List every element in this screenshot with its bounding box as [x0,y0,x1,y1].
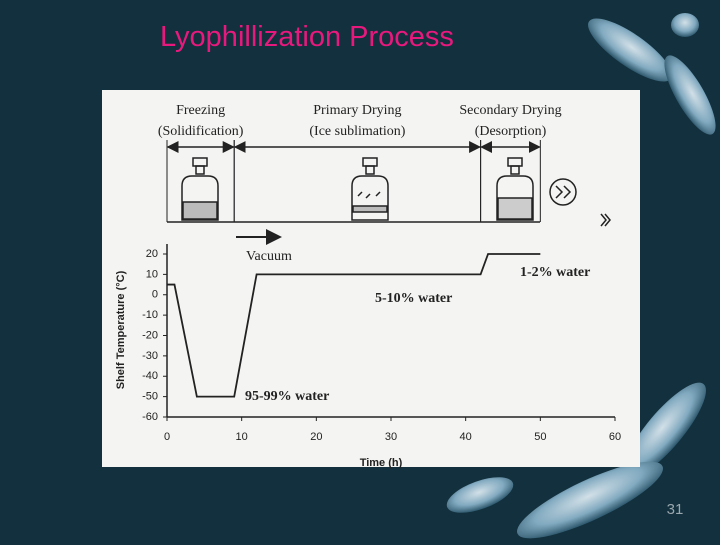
background-bacteria [446,13,716,539]
phase-label: Secondary Drying [459,103,561,118]
phase-sublabel: (Desorption) [475,124,547,139]
page-number: 31 [667,501,684,518]
slide-title: Lyophillization Process [160,21,454,53]
y-axis-label: Shelf Temperature (°C) [115,270,127,389]
annotation: 95-99% water [245,389,329,404]
x-tick-label: 50 [534,431,546,443]
phase-sublabel: (Ice sublimation) [309,124,405,139]
x-tick-label: 40 [460,431,472,443]
x-tick-label: 10 [236,431,248,443]
annotation: Vacuum [246,249,292,264]
annotation: 5-10% water [375,291,452,306]
phase-label: Freezing [176,103,225,118]
y-tick-label: -20 [142,329,158,341]
annotation: 1-2% water [520,265,590,280]
y-tick-label: -40 [142,370,158,382]
y-tick-label: -60 [142,411,158,423]
y-tick-label: -50 [142,391,158,403]
x-tick-label: 0 [164,431,170,443]
y-tick-label: 20 [146,248,158,260]
phase-label: Primary Drying [313,103,401,118]
y-tick-label: 0 [152,289,158,301]
x-tick-label: 30 [385,431,397,443]
x-axis-label: Time (h) [360,457,403,469]
chart: -60 -50 -40 -30 -20 -10 0 10 20 0 10 20 30 40 50 60 Time… [115,103,621,469]
x-tick-label: 60 [609,431,621,443]
temperature-line [167,253,541,398]
x-tick-label: 20 [310,431,322,443]
vials [167,157,611,227]
y-tick-label: -10 [142,309,158,321]
y-tick-label: -30 [142,350,158,362]
phase-sublabel: (Solidification) [158,124,244,139]
y-tick-label: 10 [146,268,158,280]
